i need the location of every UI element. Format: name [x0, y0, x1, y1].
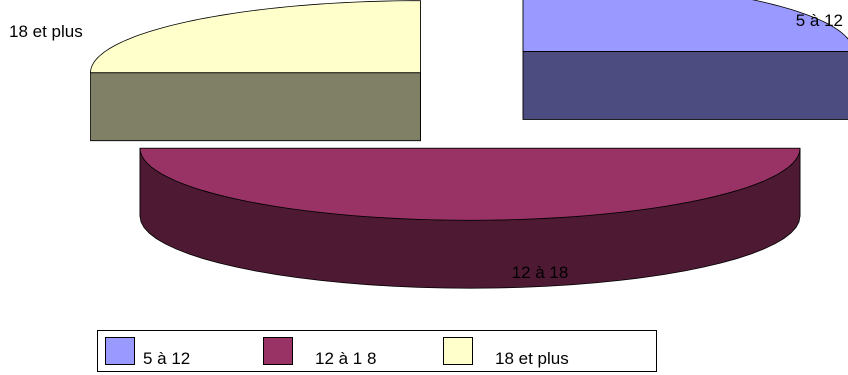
pie-slice-top-18-plus — [90, 0, 421, 74]
legend-swatch-12-18 — [263, 337, 293, 365]
slice-label-5-12: 5 à 12 — [796, 11, 843, 30]
slice-label-18-plus: 18 et plus — [9, 22, 83, 41]
pie-slices — [90, 0, 848, 289]
pie-slice-5-12 — [522, 0, 848, 120]
pie-slice-12-18 — [139, 147, 801, 289]
pie-slice-top-5-12 — [522, 0, 848, 52]
pie-slice-top-12-18 — [139, 147, 801, 221]
legend-swatch-18-plus — [443, 337, 473, 365]
slice-label-12-18: 12 à 18 — [512, 263, 569, 282]
legend-label-12-18: 12 à 1 8 — [315, 349, 377, 368]
pie-slice-wall-18-plus-0 — [90, 72, 421, 142]
legend-swatch-5-12 — [105, 337, 135, 365]
pie-slice-wall-5-12-1 — [522, 51, 848, 120]
chart-legend: 5 à 12 12 à 1 8 18 et plus — [97, 330, 657, 372]
legend-label-18-plus: 18 et plus — [495, 349, 569, 368]
pie-slice-18-plus — [90, 0, 421, 142]
legend-label-5-12: 5 à 12 — [143, 349, 191, 368]
